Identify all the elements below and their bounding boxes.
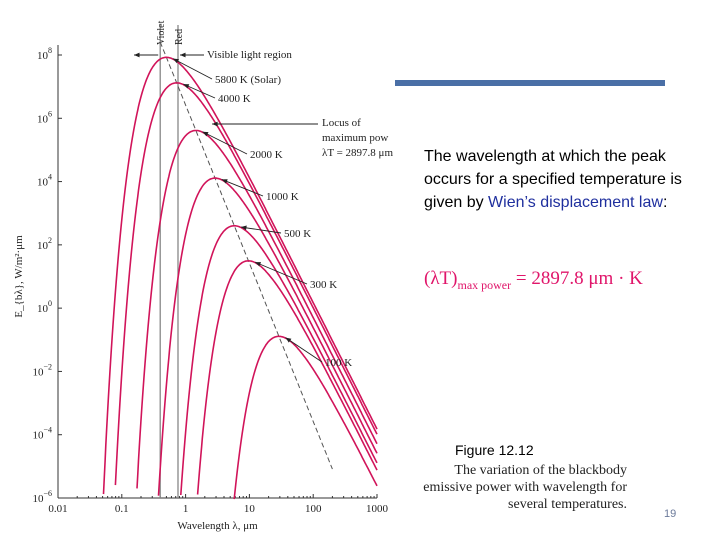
curve-1000k: [157, 177, 378, 496]
x-axis-title: Wavelength λ, μm: [177, 520, 258, 532]
blackbody-chart: 0.01 0.1 1 10 100 1000 108 106 104 102 100 10−2 10−4…: [13, 20, 393, 532]
chart-axes: 0.01 0.1 1 10 100 1000 108 106 104 102 100 10−2 10−4…: [13, 45, 389, 532]
curve-4000k: [114, 82, 378, 486]
body-text-2: :: [662, 194, 668, 211]
curve-100k: [233, 335, 378, 500]
body-text-1: The wavelength at which the peak occurs …: [424, 148, 682, 211]
y-tick-label: 10−6: [32, 489, 52, 505]
y-axis-title: E_{bλ}, W/m²·μm: [13, 235, 25, 318]
x-tick-label: 100: [305, 503, 322, 515]
curves-layer: [102, 56, 378, 500]
series-label-2000k: 2000 K: [250, 149, 283, 161]
x-tick-label: 1: [183, 503, 189, 515]
arrow-100k-head: [285, 337, 292, 343]
series-label-300k: 300 K: [310, 279, 337, 291]
x-tick-label: 10: [244, 503, 256, 515]
series-label-1000k: 1000 K: [266, 191, 299, 203]
y-tick-label: 106: [37, 109, 52, 125]
arrow-300k-head: [255, 262, 262, 267]
locus-layer: [159, 41, 333, 470]
curve-300k: [196, 259, 378, 495]
figure-label: Figure 12.12: [455, 442, 534, 458]
arrow-2000k-line: [202, 131, 248, 155]
x-tick-label: 0.1: [115, 503, 129, 515]
locus-label-2: maximum pow: [322, 132, 388, 144]
formula-rhs: = 2897.8 μm · K: [511, 268, 643, 289]
curve-500k: [180, 224, 378, 496]
arrow-100k-line: [285, 337, 323, 363]
wien-formula: (λT)max power = 2897.8 μm · K: [424, 268, 643, 293]
body-text: The wavelength at which the peak occurs …: [424, 145, 684, 214]
locus-label-1: Locus of: [322, 117, 361, 129]
arrow-4000k-line: [183, 83, 216, 99]
visible-arrow-right-head: [179, 52, 186, 58]
y-tick-label: 102: [37, 236, 52, 252]
series-label-5800k: 5800 K (Solar): [215, 74, 281, 86]
locus-arrow-head: [212, 121, 218, 127]
y-tick-label: 10−4: [32, 426, 52, 442]
arrow-5800k-head: [173, 58, 179, 64]
y-tick-label: 104: [37, 173, 52, 189]
x-tick-label: 0.01: [48, 503, 67, 515]
arrow-5800k-line: [172, 58, 213, 80]
figure-caption: The variation of the blackbody emissive …: [423, 463, 627, 512]
y-tick-label: 100: [37, 299, 52, 315]
formula-lhs: (λT): [424, 268, 458, 289]
arrow-500k-head: [240, 225, 247, 231]
formula-sub: max power: [457, 277, 512, 292]
series-label-100k: 100 K: [325, 357, 352, 369]
ref-label-red: Red: [174, 29, 185, 45]
series-label-4000k: 4000 K: [218, 93, 251, 105]
wien-law-link[interactable]: Wien’s displacement law: [488, 194, 663, 211]
accent-bar: [395, 80, 665, 86]
curve-2000k: [136, 129, 378, 489]
x-tick-label: 1000: [366, 503, 389, 515]
ref-label-violet: Violet: [156, 20, 167, 45]
page-number: 19: [664, 508, 677, 520]
y-tick-label: 10−2: [32, 362, 52, 378]
visible-region-lines: Violet Red: [156, 20, 185, 498]
series-label-500k: 500 K: [284, 228, 311, 240]
labels-layer: 5800 K (Solar) 4000 K 2000 K 1000 K 500 K 300…: [134, 49, 393, 369]
arrow-500k-line: [240, 226, 282, 234]
y-tick-label: 108: [37, 46, 52, 62]
arrow-2000k-head: [202, 131, 209, 137]
visible-region-label: Visible light region: [207, 49, 292, 61]
locus-line: [159, 41, 333, 470]
arrow-300k-line: [254, 261, 308, 285]
arrow-4000k-head: [183, 84, 190, 89]
arrow-1000k-line: [221, 178, 264, 197]
visible-arrow-left-head: [134, 52, 140, 58]
arrow-1000k-head: [221, 179, 228, 184]
curve-5800k: [102, 56, 378, 495]
locus-label-3: λT = 2897.8 μm: [322, 147, 393, 159]
